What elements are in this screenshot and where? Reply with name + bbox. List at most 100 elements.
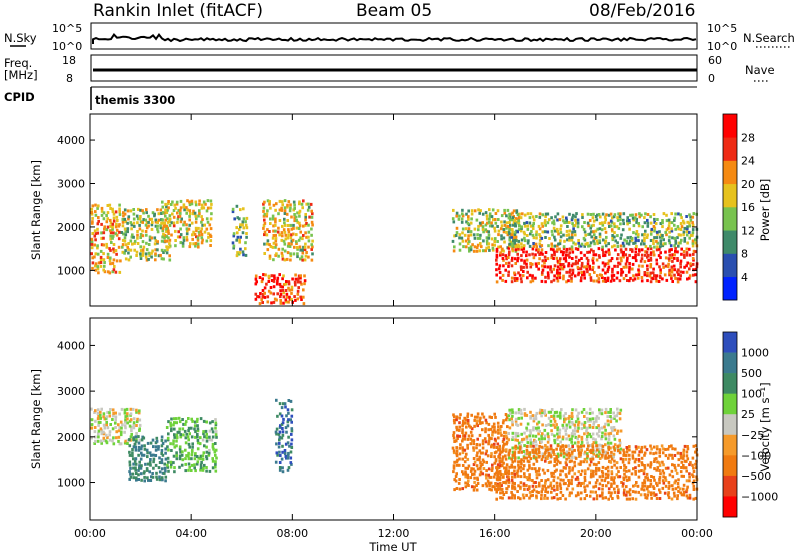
rti-cell [114,249,118,252]
rti-cell [525,448,529,452]
rti-cell [241,223,244,227]
rti-cell [643,481,647,485]
rti-cell [475,464,479,468]
rti-cell [198,209,201,213]
rti-cell [641,481,644,485]
rti-cell [458,242,462,246]
rti-cell [692,258,695,262]
rti-cell [583,450,587,454]
rti-cell [266,199,270,203]
rti-cell [303,245,307,249]
rti-cell [634,472,637,476]
rti-cell [607,497,610,501]
rti-cell [163,466,167,470]
rti-cell [541,230,545,234]
rti-cell [592,212,595,216]
rti-cell [94,238,97,242]
rti-cell [199,454,203,458]
rti-cell [683,459,687,463]
rti-cell [649,215,652,219]
rti-cell [610,457,614,461]
rti-cell [301,237,304,241]
rti-cell [145,258,149,262]
rti-cell [522,244,526,248]
rti-cell [664,484,668,488]
rti-cell [488,217,491,221]
rti-cell [535,428,539,432]
rti-cell [160,221,163,225]
rti-cell [620,273,623,277]
rti-cell [469,245,473,249]
rti-cell [617,212,620,216]
rti-cell [173,427,176,431]
rti-cell [610,450,613,454]
rti-cell [166,460,170,464]
nsearch-tick-low: 10^0 [707,40,737,53]
rti-cell [568,238,571,242]
rti-cell [526,487,530,491]
rti-cell [283,206,287,210]
rti-cell [538,257,541,261]
rti-cell [615,276,619,280]
rti-cell [129,221,132,225]
rti-cell [196,435,199,439]
rti-cell [691,228,695,232]
rti-cell [677,241,681,245]
rti-cell [164,439,167,443]
rti-cell [659,222,663,225]
rti-cell [283,221,286,225]
rti-cell [211,430,215,434]
rti-cell [105,420,108,424]
rti-cell [281,247,284,251]
rti-cell [579,484,582,488]
rti-cell [607,213,611,217]
rti-cell [618,443,622,447]
rti-cell [567,451,571,455]
rti-cell [679,454,683,458]
rti-cell [543,496,546,500]
rti-cell [287,286,290,290]
rti-cell [155,471,158,475]
rti-cell [126,442,129,445]
rti-cell [94,213,98,217]
rti-cell [453,488,456,492]
rti-cell [491,463,494,467]
rti-cell [627,461,631,465]
rti-cell [635,245,638,248]
rti-cell [150,255,153,259]
rti-cell [136,242,140,245]
rti-cell [531,484,535,488]
rti-cell [682,270,685,274]
rti-cell [671,456,674,460]
rti-cell [285,300,288,304]
rti-cell [518,273,522,277]
x-tick-label: 08:00 [276,527,308,540]
rti-cell [283,230,287,234]
rti-cell [461,214,465,218]
rti-cell [111,270,115,274]
rti-cell [146,476,149,480]
rti-cell [673,223,676,227]
rti-cell [96,222,100,226]
rti-cell [115,436,118,440]
rti-cell [290,298,293,301]
rti-cell [641,484,644,488]
rti-cell [537,426,540,430]
rti-cell [302,224,305,228]
rti-cell [610,470,614,474]
rti-cell [677,227,680,231]
station-title: Rankin Inlet (fitACF) [93,1,263,21]
rti-cell [201,457,205,461]
rti-cell [505,418,508,422]
rti-cell [538,467,541,471]
rti-cell [611,270,614,274]
rti-cell [160,467,164,471]
rti-cell [187,227,191,231]
rti-cell [274,208,277,212]
rti-cell [556,230,559,233]
rti-cell [122,232,125,236]
rti-cell [135,478,138,482]
rti-cell [175,454,178,458]
rti-cell [535,459,539,463]
rti-cell [579,244,583,248]
